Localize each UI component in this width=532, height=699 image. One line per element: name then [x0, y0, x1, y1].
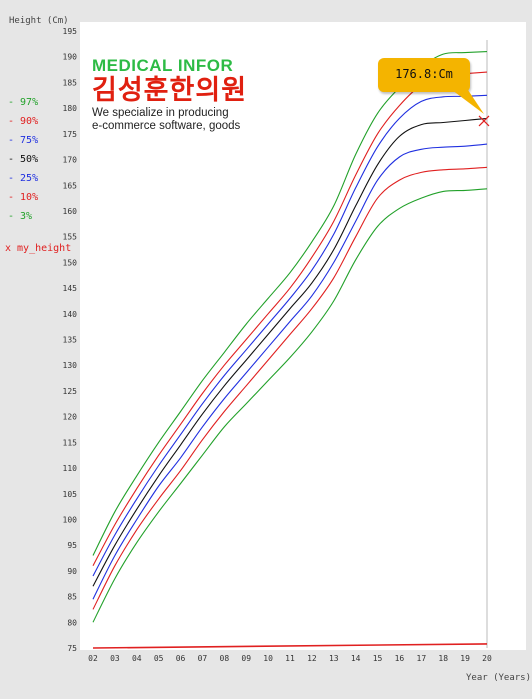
- y-tick-label: 135: [63, 336, 78, 345]
- value-callout: 176.8:Cm: [378, 58, 470, 92]
- plot-panel: [80, 22, 526, 650]
- series-line-25pct: [92, 143, 488, 600]
- x-tick-label: 14: [351, 654, 361, 663]
- banner: MEDICAL INFOR 김성훈한의원 We specialize in pr…: [92, 57, 292, 133]
- y-tick-label: 175: [63, 130, 78, 139]
- y-tick-label: 115: [63, 438, 78, 447]
- x-tick-label: 12: [307, 654, 317, 663]
- x-tick-label: 08: [220, 654, 230, 663]
- y-tick-label: 80: [67, 618, 77, 627]
- y-tick-label: 100: [63, 515, 78, 524]
- y-tick-label: 155: [63, 233, 78, 242]
- y-axis-label: Height (Cm): [9, 16, 69, 26]
- y-tick-label: 95: [67, 541, 77, 550]
- series-line-75pct: [92, 94, 488, 577]
- y-tick-label: 90: [67, 567, 77, 576]
- legend-item-my-height: x my_height: [5, 243, 72, 254]
- legend-item-25pct: - 25%: [8, 173, 39, 184]
- legend-item-3pct: - 3%: [8, 211, 33, 222]
- x-tick-label: 10: [263, 654, 273, 663]
- x-tick-label: 07: [198, 654, 208, 663]
- callout-text: 176.8:Cm: [395, 67, 453, 81]
- y-tick-label: 85: [67, 593, 77, 602]
- y-tick-label: 190: [63, 53, 78, 62]
- legend-item-10pct: - 10%: [8, 192, 39, 203]
- banner-title: MEDICAL INFOR: [92, 56, 234, 75]
- y-tick-label: 195: [63, 27, 78, 36]
- y-tick-label: 125: [63, 387, 78, 396]
- y-tick-label: 180: [63, 104, 78, 113]
- series-line-my_height: [92, 643, 488, 649]
- legend-item-50pct: - 50%: [8, 154, 39, 165]
- series-line-3pct: [92, 188, 488, 623]
- y-tick-label: 185: [63, 78, 78, 87]
- y-tick-label: 120: [63, 413, 78, 422]
- x-tick-label: 11: [285, 654, 295, 663]
- y-tick-label: 160: [63, 207, 78, 216]
- legend-item-75pct: - 75%: [8, 135, 39, 146]
- x-tick-label: 18: [438, 654, 448, 663]
- y-tick-label: 140: [63, 310, 78, 319]
- legend-item-90pct: - 90%: [8, 116, 39, 127]
- x-tick-label: 20: [482, 654, 492, 663]
- x-tick-label: 09: [241, 654, 251, 663]
- marker-layer: [478, 115, 490, 127]
- y-tick-label: 110: [63, 464, 78, 473]
- legend-item-97pct: - 97%: [8, 97, 39, 108]
- series-line-10pct: [92, 166, 488, 610]
- x-tick-label: 06: [176, 654, 186, 663]
- x-axis-label: Year (Years): [466, 673, 531, 683]
- y-tick-label: 105: [63, 490, 78, 499]
- x-tick-label: 05: [154, 654, 164, 663]
- x-tick-label: 04: [132, 654, 142, 663]
- x-tick-label: 17: [417, 654, 427, 663]
- series-line-50pct: [92, 117, 488, 587]
- banner-korean-name: 김성훈한의원: [92, 75, 248, 106]
- y-tick-label: 145: [63, 284, 78, 293]
- banner-line-1: We specialize in producing: [92, 107, 229, 119]
- y-tick-label: 170: [63, 156, 78, 165]
- y-tick-label: 165: [63, 181, 78, 190]
- x-tick-label: 13: [329, 654, 339, 663]
- my-height-marker: [478, 115, 490, 127]
- series-layer: [92, 51, 488, 649]
- x-tick-label: 15: [373, 654, 383, 663]
- y-tick-label: 75: [67, 644, 77, 653]
- x-tick-label: 03: [110, 654, 120, 663]
- axes: 75 80 85 90 95 100 105 110 115 120 125 130 135 140 145…: [63, 27, 492, 663]
- banner-line-2: e-commerce software, goods: [92, 120, 241, 132]
- y-tick-label: 130: [63, 361, 78, 370]
- y-tick-label: 150: [63, 258, 78, 267]
- x-tick-label: 16: [395, 654, 405, 663]
- x-tick-label: 02: [88, 654, 98, 663]
- x-tick-label: 19: [460, 654, 470, 663]
